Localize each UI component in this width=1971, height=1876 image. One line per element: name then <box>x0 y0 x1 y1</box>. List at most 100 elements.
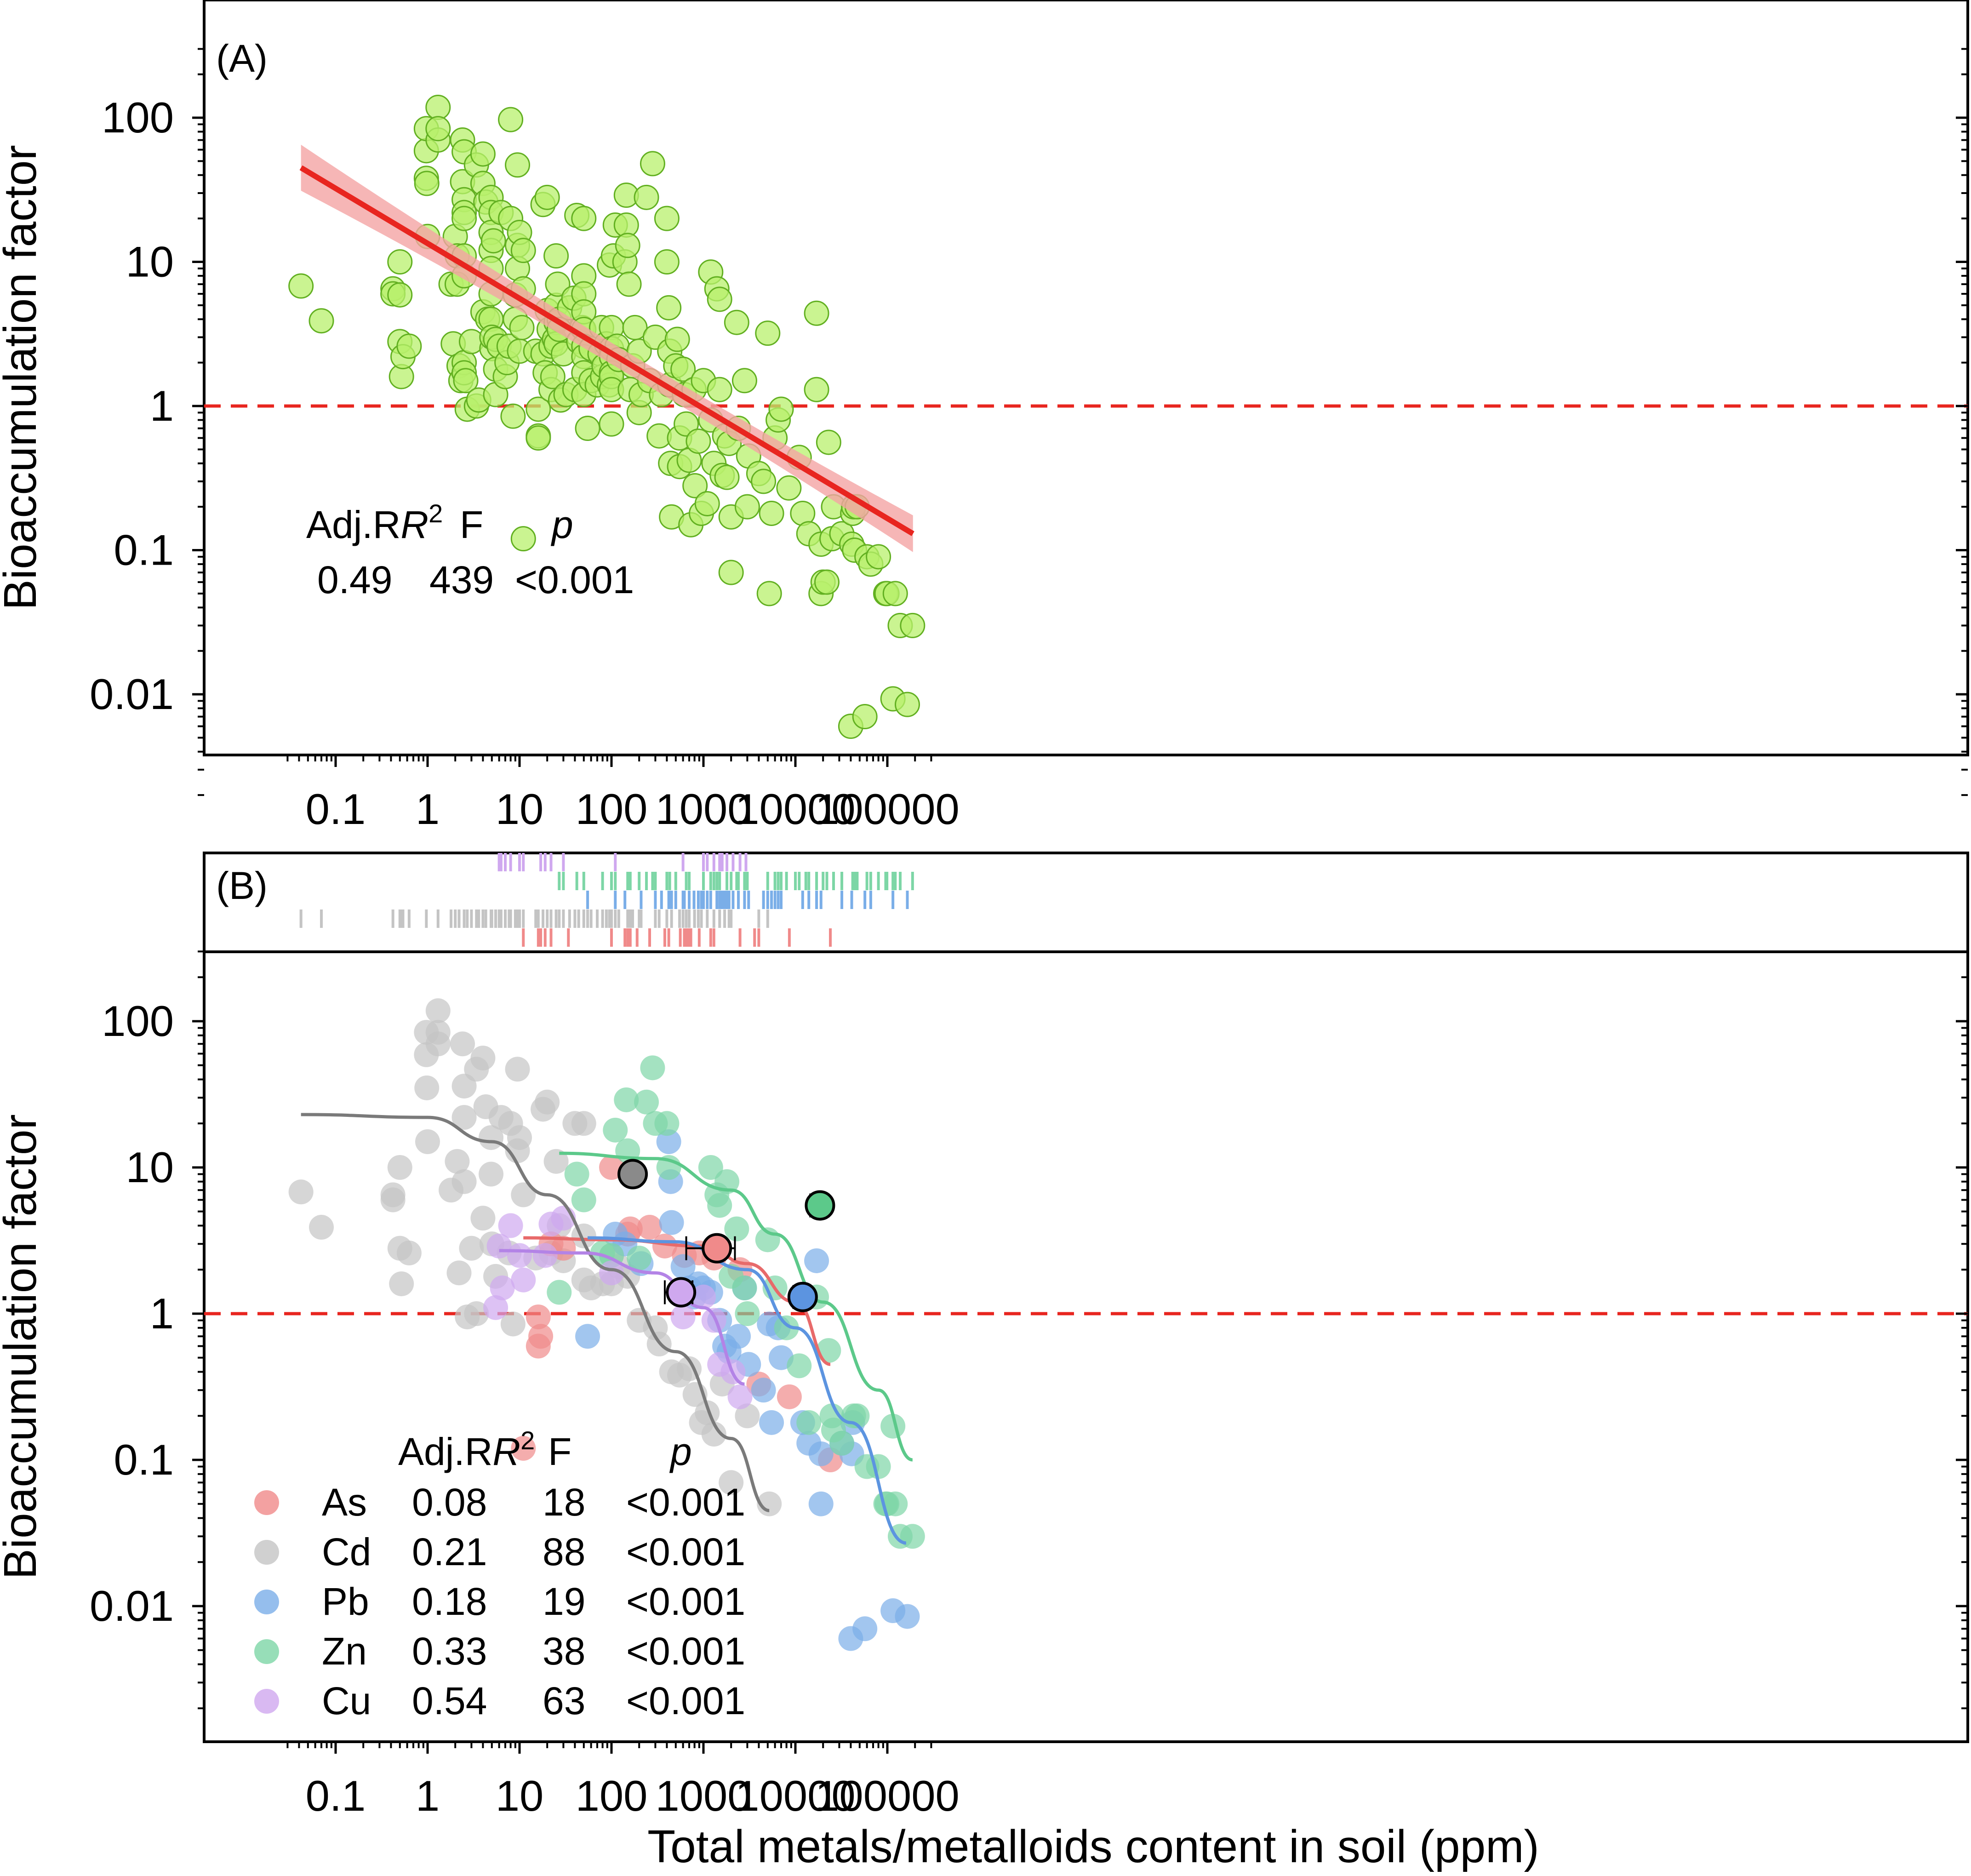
data-point-pb <box>659 1210 684 1235</box>
data-point-zn <box>707 1193 732 1218</box>
legend-adjr2-as: 0.08 <box>412 1481 487 1524</box>
data-point <box>470 141 496 167</box>
legend-header-f: F <box>548 1430 571 1473</box>
data-point-cd <box>309 1215 334 1240</box>
data-point-cu <box>490 1275 515 1301</box>
legend-marker-pb <box>254 1590 279 1614</box>
data-point <box>425 116 451 142</box>
fit-curve-cd <box>301 1113 770 1512</box>
data-point <box>640 151 665 177</box>
data-point-cu <box>498 1213 523 1238</box>
data-point <box>526 396 551 422</box>
panel-a-frame <box>203 0 1969 756</box>
data-point <box>500 403 526 429</box>
data-point-cd <box>450 1031 475 1057</box>
data-point <box>882 581 908 606</box>
data-point-pb <box>808 1441 834 1466</box>
data-point-cd <box>451 1105 477 1130</box>
data-point <box>509 315 535 340</box>
data-point <box>387 282 413 308</box>
data-point <box>816 429 841 455</box>
data-point-cu <box>701 1308 726 1333</box>
stats-header-adjr2: Adj.RR2 <box>306 499 443 546</box>
data-point <box>751 469 777 494</box>
data-point-pb <box>575 1324 600 1349</box>
data-point-cd <box>701 1422 726 1447</box>
data-point-cu <box>532 1243 558 1268</box>
data-point <box>453 368 479 394</box>
data-point-zn <box>787 1353 812 1378</box>
data-point <box>707 377 732 402</box>
legend-f-pb: 19 <box>543 1580 585 1623</box>
data-point <box>425 94 451 120</box>
panel-a-x-tick-label: 100000 <box>815 785 960 833</box>
data-point-zn <box>698 1155 723 1180</box>
panel-b-label: (B) <box>216 864 268 907</box>
data-point-cu <box>670 1304 696 1330</box>
data-point-cd <box>507 1125 532 1150</box>
legend-f-cu: 63 <box>543 1679 585 1722</box>
panel-b-x-tick-label: 100 <box>576 1772 648 1820</box>
data-point-pb <box>852 1616 878 1642</box>
legend-p-cu: <0.001 <box>626 1679 745 1722</box>
legend-marker-cu <box>254 1689 279 1714</box>
data-point <box>615 233 640 258</box>
data-point <box>634 184 659 210</box>
data-point <box>505 152 531 178</box>
panel-b-y-tick-label: 0.1 <box>114 1436 174 1484</box>
mean-marker-as <box>702 1233 732 1264</box>
data-point-pb <box>726 1324 751 1349</box>
panel-b-x-tick-label: 1 <box>416 1772 440 1820</box>
data-point <box>814 569 840 595</box>
legend-marker-as <box>254 1490 279 1515</box>
panel-b-legend: Adj.RR2 F p As 0.08 18 <0.001 Cd 0.21 88 <0.001… <box>254 1426 745 1722</box>
data-point <box>451 206 477 231</box>
data-point-cu <box>507 1243 532 1268</box>
panel-b-ylabel: Bioaccumulation factor <box>0 1114 46 1579</box>
panel-b-xlabel: Total metals/metalloids content in soil … <box>647 1821 1539 1872</box>
data-point-zn <box>732 1275 757 1301</box>
legend-marker-zn <box>254 1639 279 1664</box>
data-point-zn <box>627 1246 652 1271</box>
data-point-zn <box>900 1524 925 1549</box>
data-point <box>498 107 524 132</box>
data-point <box>852 704 878 730</box>
data-point-cd <box>389 1271 414 1297</box>
mean-marker-zn <box>805 1190 835 1221</box>
data-point-as <box>526 1304 551 1330</box>
mean-marker-cd <box>617 1159 648 1190</box>
data-point-cd <box>735 1403 760 1429</box>
data-point <box>288 273 314 299</box>
data-point <box>664 326 690 352</box>
data-point-as <box>528 1324 554 1349</box>
legend-label-cd: Cd <box>322 1530 371 1573</box>
data-point-cd <box>396 1241 422 1266</box>
legend-adjr2-cu: 0.54 <box>412 1679 487 1722</box>
data-point-as <box>511 1436 536 1461</box>
panel-b-x-tick-label: 100000 <box>815 1772 960 1820</box>
legend-f-zn: 38 <box>543 1630 585 1673</box>
data-point-pb <box>751 1378 776 1403</box>
data-point-cd <box>464 1301 489 1326</box>
data-point-zn <box>640 1055 665 1081</box>
data-point-zn <box>614 1087 639 1112</box>
panel-b-y-tick-label: 10 <box>126 1143 174 1191</box>
panel-a-y-tick-label: 10 <box>126 238 174 286</box>
data-point-cd <box>571 1111 596 1136</box>
data-point-cu <box>483 1295 508 1320</box>
panel-a-y-tick-label: 0.01 <box>90 670 174 718</box>
data-point <box>682 473 708 498</box>
data-point <box>599 411 624 437</box>
stats-header-p: p <box>550 503 573 546</box>
data-point <box>866 544 891 570</box>
data-point-cd <box>719 1470 744 1495</box>
rug-panel-frame <box>203 852 1969 953</box>
data-point-cd <box>757 1491 782 1516</box>
legend-p-cd: <0.001 <box>626 1530 745 1573</box>
panel-a-label: (A) <box>216 37 268 80</box>
data-point-zn <box>883 1491 908 1516</box>
data-point <box>776 475 802 501</box>
data-point-cu <box>511 1267 536 1293</box>
data-point-cd <box>425 1031 451 1057</box>
